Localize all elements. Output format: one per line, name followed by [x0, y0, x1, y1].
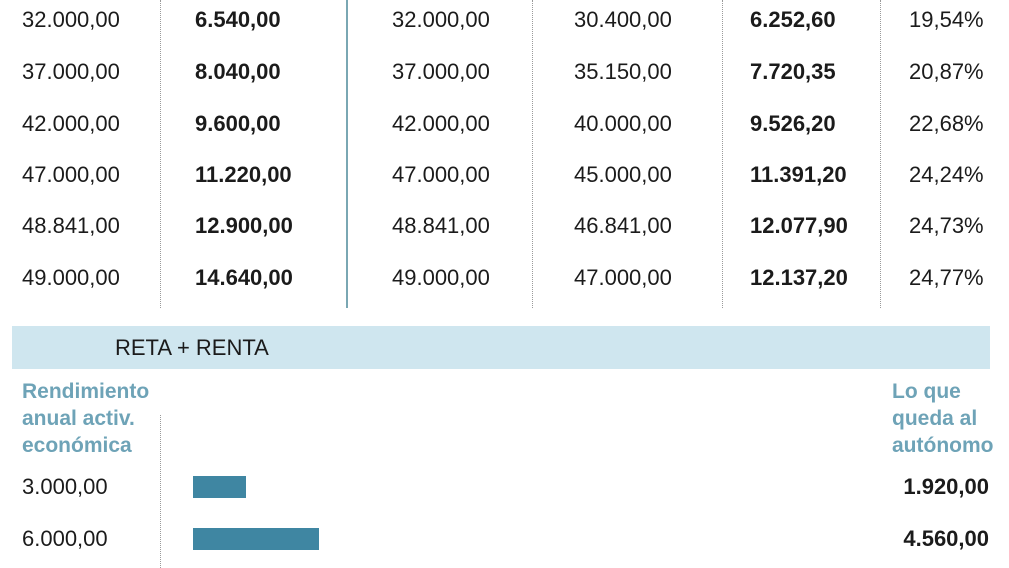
section-band: [12, 326, 990, 369]
table-cell: 42.000,00: [392, 111, 490, 136]
table-cell: 46.841,00: [574, 213, 672, 238]
table-cell: 14.640,00: [195, 265, 293, 290]
value-label: 1.920,00: [903, 474, 989, 499]
category-label: 6.000,00: [22, 526, 108, 551]
table-cell: 37.000,00: [392, 59, 490, 84]
table-cell: 24,24%: [909, 162, 984, 187]
table-cell: 6.252,60: [750, 7, 836, 32]
x-header: Rendimiento anual activ. económica: [22, 380, 150, 457]
table-cell: 22,68%: [909, 111, 984, 136]
value-header: Lo que queda al autónomo: [892, 380, 994, 457]
table-cell: 8.040,00: [195, 59, 281, 84]
column-divider-4: [880, 0, 881, 308]
section-title: RETA + RENTA: [115, 335, 269, 360]
table-cell: 45.000,00: [574, 162, 672, 187]
table-cell: 11.220,00: [195, 162, 292, 187]
table-cell: 12.077,90: [750, 213, 848, 238]
table-cell: 48.841,00: [22, 213, 120, 238]
table-cell: 42.000,00: [22, 111, 120, 136]
column-divider-3: [722, 0, 723, 308]
table-cell: 19,54%: [909, 7, 984, 32]
table-cell: 12.900,00: [195, 213, 293, 238]
table-cell: 47.000,00: [22, 162, 120, 187]
table-cell: 24,73%: [909, 213, 984, 238]
category-label: 3.000,00: [22, 474, 108, 499]
table-cell: 47.000,00: [574, 265, 672, 290]
table-cell: 49.000,00: [22, 265, 120, 290]
table-cell: 7.720,35: [750, 59, 836, 84]
table-cell: 9.600,00: [195, 111, 281, 136]
table-cell: 32.000,00: [392, 7, 490, 32]
table-cell: 6.540,00: [195, 7, 281, 32]
table-cell: 47.000,00: [392, 162, 490, 187]
column-divider-1: [160, 0, 161, 308]
table-cell: 35.150,00: [574, 59, 672, 84]
table-cell: 11.391,20: [750, 162, 847, 187]
table-cell: 30.400,00: [574, 7, 672, 32]
bar: [193, 476, 246, 498]
table-cell: 48.841,00: [392, 213, 490, 238]
table-cell: 12.137,20: [750, 265, 848, 290]
table-cell: 49.000,00: [392, 265, 490, 290]
value-label: 4.560,00: [903, 526, 989, 551]
table-cell: 37.000,00: [22, 59, 120, 84]
table-cell: 24,77%: [909, 265, 984, 290]
table-cell: 40.000,00: [574, 111, 672, 136]
column-divider-2: [532, 0, 533, 308]
column-divider-bottom: [160, 415, 161, 568]
table-cell: 20,87%: [909, 59, 984, 84]
table-cell: 32.000,00: [22, 7, 120, 32]
table-cell: 9.526,20: [750, 111, 836, 136]
section-divider: [346, 0, 348, 308]
bar: [193, 528, 319, 550]
